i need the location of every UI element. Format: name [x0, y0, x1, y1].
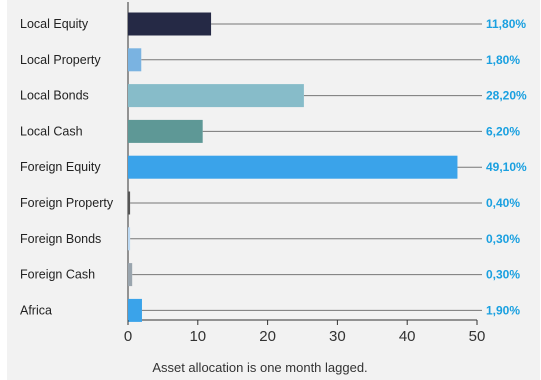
x-tick-label: 30: [329, 328, 346, 345]
category-label: Foreign Property: [20, 196, 114, 210]
bar: [128, 119, 203, 143]
category-label: Foreign Bonds: [20, 232, 101, 246]
category-label: Foreign Cash: [20, 268, 95, 282]
bar: [128, 12, 212, 36]
x-tick-label: 20: [259, 328, 276, 345]
category-label: Local Bonds: [20, 89, 89, 103]
bar: [128, 298, 142, 322]
bar: [128, 48, 142, 72]
value-label: 0,30%: [486, 268, 520, 282]
value-label: 1,80%: [486, 53, 520, 67]
value-label: 0,30%: [486, 232, 520, 246]
category-label: Africa: [20, 303, 52, 317]
x-tick-label: 40: [399, 328, 416, 345]
value-label: 6,20%: [486, 124, 520, 138]
value-label: 0,40%: [486, 196, 520, 210]
value-label: 1,90%: [486, 303, 520, 317]
x-tick-label: 10: [189, 328, 206, 345]
x-tick-label: 50: [469, 328, 486, 345]
value-label: 49,10%: [486, 160, 527, 174]
category-label: Local Property: [20, 53, 101, 67]
chart-panel: Local Equity 11,80% Local Property 1,80% Loc…: [7, 0, 540, 380]
asset-allocation-chart: Local Equity 11,80% Local Property 1,80% Loc…: [20, 2, 527, 375]
category-label: Local Equity: [20, 17, 89, 31]
category-label: Local Cash: [20, 124, 83, 138]
category-label: Foreign Equity: [20, 160, 101, 174]
bar: [128, 227, 131, 251]
footnote: Asset allocation is one month lagged.: [152, 360, 367, 375]
x-tick-label: 0: [124, 328, 132, 345]
value-label: 28,20%: [486, 89, 527, 103]
bar: [128, 263, 133, 287]
value-label: 11,80%: [486, 17, 526, 31]
bar: [128, 191, 131, 215]
bar: [128, 84, 304, 108]
bar: [128, 155, 458, 179]
